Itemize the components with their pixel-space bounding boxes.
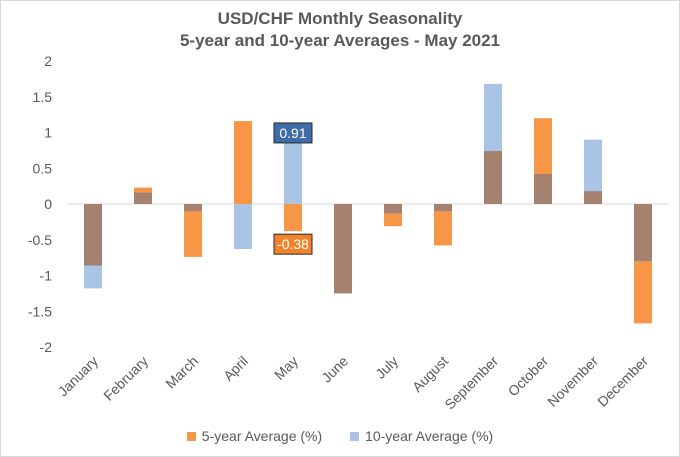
bar-5yr-april [234,121,252,204]
y-tick-label: 1 [44,125,52,141]
legend-label-10yr: 10-year Average (%) [365,428,494,444]
x-tick-label: August [409,353,451,395]
x-tick-label: September [441,353,501,413]
x-tick-label: May [271,353,301,383]
bar-overlap-january [84,204,102,266]
x-tick-label: April [220,353,251,384]
y-tick-label: -1.5 [28,303,52,319]
bar-overlap-february [134,192,152,204]
bar-overlap-november [584,191,602,204]
x-tick-label: June [318,353,351,386]
y-tick-label: -0.5 [28,232,52,248]
legend-item-5yr: 5-year Average (%) [186,428,323,444]
chart-legend: 5-year Average (%) 10-year Average (%) [0,428,680,444]
bar-10yr-november [584,139,602,204]
bar-5yr-march [184,204,202,257]
x-tick-label: October [505,353,552,400]
x-tick-label: July [372,353,401,382]
x-tick-label: March [162,353,201,392]
y-tick-label: -1 [40,268,53,284]
bar-overlap-august [434,204,452,212]
callout-label: 0.91 [279,125,306,141]
bar-overlap-december [634,204,652,262]
callout-box [273,122,313,144]
bar-5yr-august [434,204,452,246]
legend-swatch-10yr [350,432,360,441]
bar-10yr-april [234,204,252,250]
legend-label-5yr: 5-year Average (%) [201,428,323,444]
x-tick-label: February [100,353,151,404]
bar-10yr-may [284,138,302,204]
chart-title: USD/CHF Monthly Seasonality [217,9,463,28]
x-tick-label: January [55,353,102,400]
x-tick-label: November [544,353,601,410]
legend-swatch-5yr [186,432,196,441]
y-tick-label: -2 [40,339,53,355]
chart-subtitle: 5-year and 10-year Averages - May 2021 [179,31,501,50]
callout-label: -0.38 [277,236,309,252]
x-tick-label: December [594,353,651,410]
bar-overlap-june [334,204,352,294]
bar-overlap-october [534,173,552,204]
y-tick-label: 2 [44,53,52,69]
bar-overlap-march [184,204,202,212]
callout-box [273,233,313,255]
bar-5yr-may [284,204,302,232]
y-tick-label: 0.5 [33,160,53,176]
bar-overlap-september [484,151,502,204]
y-tick-label: 0 [44,196,52,212]
y-tick-label: 1.5 [33,89,53,105]
bar-overlap-july [384,204,402,214]
legend-item-10yr: 10-year Average (%) [350,428,493,444]
